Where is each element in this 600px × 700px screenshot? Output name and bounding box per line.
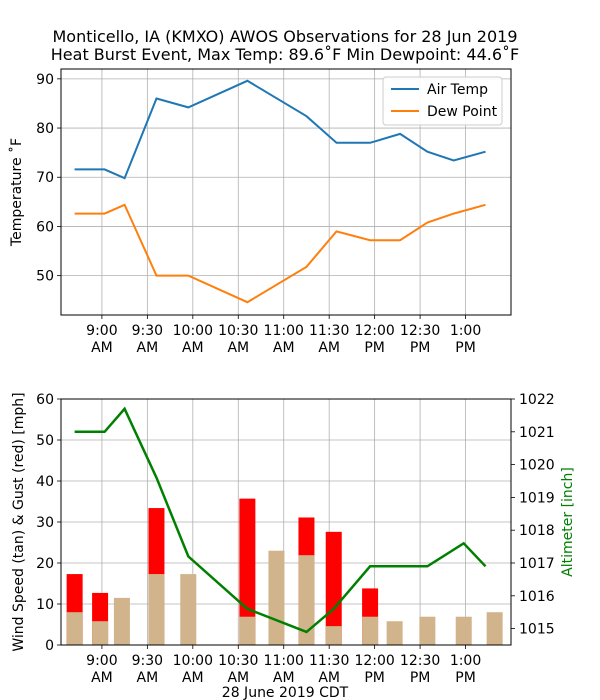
temp-xtick-label: 12:00 <box>354 323 394 339</box>
temp-xtick-label: 9:30 <box>132 323 163 339</box>
altimeter-tick-label: 1019 <box>519 490 555 506</box>
chart-title: Monticello, IA (KMXO) AWOS Observations … <box>52 27 518 46</box>
wind-ytick-label: 40 <box>36 474 54 490</box>
gust-bar <box>239 498 256 645</box>
wind-speed-bar <box>148 574 165 645</box>
wind-xtick-ampm: AM <box>318 670 340 686</box>
wind-ytick-label: 0 <box>45 638 54 654</box>
temp-xtick-label: 11:00 <box>264 323 304 339</box>
wind-ytick-label: 30 <box>36 515 54 531</box>
x-axis-label: 28 June 2019 CDT <box>222 685 349 700</box>
wind-xtick-label: 10:00 <box>173 653 213 669</box>
altimeter-tick-label: 1018 <box>519 523 555 539</box>
wind-xtick-ampm: AM <box>91 670 113 686</box>
wind-speed-bar <box>486 612 503 645</box>
wind-xtick-label: 9:30 <box>132 653 163 669</box>
wind-speed-bar <box>180 574 197 645</box>
wind-xtick-ampm: PM <box>410 670 431 686</box>
altimeter-ylabel: Altimeter [inch] <box>560 467 576 577</box>
altimeter-tick-label: 1020 <box>519 458 555 474</box>
temp-xtick-ampm: AM <box>91 340 113 356</box>
temp-xtick-ampm: PM <box>410 340 431 356</box>
wind-speed-bar <box>92 621 109 645</box>
temp-ylabel: Temperature ˚F <box>8 138 25 247</box>
temp-xtick-ampm: PM <box>455 340 476 356</box>
altimeter-tick-label: 1016 <box>519 589 555 605</box>
wind-xtick-ampm: PM <box>364 670 385 686</box>
temp-xtick-label: 10:00 <box>173 323 213 339</box>
temp-xtick-ampm: PM <box>364 340 385 356</box>
temp-xtick-label: 1:00 <box>450 323 481 339</box>
wind-xtick-label: 1:00 <box>450 653 481 669</box>
wind-xtick-ampm: AM <box>273 670 295 686</box>
altimeter-tick-label: 1017 <box>519 556 555 572</box>
wind-xtick-label: 9:00 <box>86 653 117 669</box>
wind-speed-bar <box>268 550 285 645</box>
temp-xtick-ampm: AM <box>227 340 249 356</box>
temp-ytick-label: 90 <box>36 72 54 88</box>
wind-speed-bar <box>386 621 403 645</box>
wind-speed-bar <box>113 597 130 645</box>
temp-xtick-ampm: AM <box>273 340 295 356</box>
altimeter-line <box>74 406 487 634</box>
wind-xtick-ampm: AM <box>227 670 249 686</box>
wind-ytick-label: 10 <box>36 597 54 613</box>
wind-speed-bar <box>419 616 436 645</box>
legend-label-0: Air Temp <box>427 82 488 98</box>
wind-speed-bar <box>455 616 472 645</box>
temp-ytick-label: 80 <box>36 121 54 137</box>
legend-label-1: Dew Point <box>427 104 498 120</box>
temp-ytick-label: 60 <box>36 219 54 235</box>
altimeter-tick-label: 1022 <box>519 392 555 408</box>
wind-xtick-ampm: AM <box>137 670 159 686</box>
temp-plot-frame <box>60 68 512 316</box>
altimeter-tick-label: 1021 <box>519 425 555 441</box>
wind-speed-bar <box>362 616 379 645</box>
temp-xtick-label: 12:30 <box>400 323 440 339</box>
wind-ylabel: Wind Speed (tan) & Gust (red) [mph] <box>11 392 27 651</box>
temp-ytick-label: 50 <box>36 269 54 285</box>
temp-xtick-label: 11:30 <box>309 323 349 339</box>
temp-xtick-ampm: AM <box>137 340 159 356</box>
wind-xtick-ampm: PM <box>455 670 476 686</box>
temp-xtick-label: 9:00 <box>86 323 117 339</box>
wind-ytick-label: 50 <box>36 433 54 449</box>
wind-speed-bar <box>298 555 315 645</box>
wind-speed-bar <box>325 626 342 645</box>
temp-xtick-ampm: AM <box>318 340 340 356</box>
wind-xtick-label: 12:30 <box>400 653 440 669</box>
wind-xtick-label: 11:00 <box>264 653 304 669</box>
temp-xtick-label: 10:30 <box>218 323 258 339</box>
wind-xtick-label: 11:30 <box>309 653 349 669</box>
gust-bar <box>325 531 342 645</box>
chart-subtitle: Heat Burst Event, Max Temp: 89.6˚F Min D… <box>50 45 520 64</box>
wind-plot-frame <box>60 398 512 646</box>
wind-ytick-label: 20 <box>36 556 54 572</box>
temp-ytick-label: 70 <box>36 170 54 186</box>
temp-series-0-line <box>74 79 486 180</box>
wind-speed-bar <box>66 612 83 645</box>
wind-xtick-label: 10:30 <box>218 653 258 669</box>
temp-series-1-line <box>74 203 486 304</box>
wind-speed-bar <box>239 616 256 645</box>
wind-xtick-label: 12:00 <box>354 653 394 669</box>
temp-xtick-ampm: AM <box>182 340 204 356</box>
altimeter-tick-label: 1015 <box>519 622 555 638</box>
wind-ytick-label: 60 <box>36 392 54 408</box>
wind-xtick-ampm: AM <box>182 670 204 686</box>
